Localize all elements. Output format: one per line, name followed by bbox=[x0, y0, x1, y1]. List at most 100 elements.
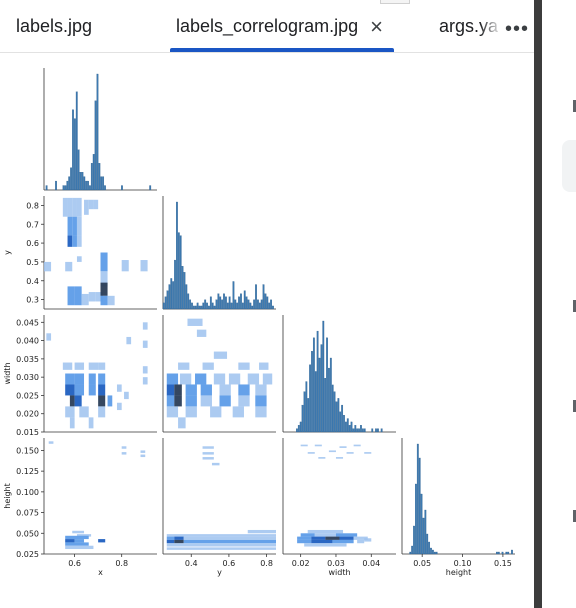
hist-bar-height bbox=[505, 551, 508, 555]
hist-bar-width bbox=[296, 428, 298, 433]
hist-bar-height bbox=[415, 483, 417, 555]
hist-bar-y bbox=[174, 259, 176, 310]
hist-bar-x bbox=[66, 180, 69, 191]
hist-bar-width bbox=[318, 357, 321, 433]
hist-bar-width bbox=[307, 398, 310, 433]
axis-label-y: y bbox=[3, 250, 12, 255]
density-cell bbox=[67, 286, 75, 306]
density-cell bbox=[72, 235, 77, 247]
hist-bar-width bbox=[337, 398, 340, 433]
hist-bar-width bbox=[322, 320, 325, 433]
density-cell bbox=[65, 261, 73, 272]
hist-bar-y bbox=[162, 302, 165, 310]
density-cell bbox=[166, 384, 175, 396]
density-cell bbox=[202, 457, 214, 460]
hist-bar-width bbox=[360, 425, 362, 433]
tab-labels-jpg[interactable]: labels.jpg bbox=[16, 0, 92, 52]
hist-bar-x bbox=[149, 185, 152, 191]
side-panel bbox=[542, 0, 576, 608]
hist-bar-height bbox=[428, 541, 431, 555]
density-cell bbox=[202, 446, 214, 449]
hist-bar-width bbox=[316, 330, 319, 433]
hist-bar-y bbox=[270, 299, 272, 310]
density-cell bbox=[65, 406, 75, 418]
density-cell bbox=[116, 402, 122, 411]
density-cell bbox=[72, 197, 77, 217]
hist-bar-x bbox=[83, 176, 86, 191]
hist-bar-height bbox=[431, 549, 434, 555]
density-cell bbox=[44, 261, 52, 272]
density-cell bbox=[200, 384, 212, 396]
density-cell bbox=[126, 336, 132, 345]
side-panel-marker bbox=[573, 510, 576, 522]
tick-label-y: 0.5 bbox=[26, 258, 39, 267]
hist-bar-height bbox=[409, 551, 412, 555]
hist-bar-height bbox=[497, 551, 500, 555]
tick-label-width: 0.040 bbox=[16, 337, 39, 346]
axis-label-x: x bbox=[98, 568, 103, 577]
side-panel-card[interactable] bbox=[562, 140, 576, 192]
hist-bar-width bbox=[377, 428, 379, 433]
hist-bar-y bbox=[168, 284, 171, 310]
density-cell bbox=[318, 457, 326, 459]
hist-bar-y bbox=[241, 302, 244, 310]
density-cell bbox=[200, 395, 212, 407]
tab-labels-correlogram-jpg[interactable]: labels_correlogram.jpg × bbox=[176, 0, 383, 52]
hist-bar-y bbox=[232, 281, 235, 310]
hist-bar-height bbox=[426, 533, 429, 555]
density-cell bbox=[328, 450, 336, 453]
hist-bar-y bbox=[202, 302, 205, 310]
window-control-stub bbox=[380, 0, 410, 4]
tab-overflow-fade bbox=[480, 0, 502, 52]
hist-bar-width bbox=[301, 404, 304, 433]
hist-bar-height bbox=[435, 551, 438, 555]
hist-bar-y bbox=[191, 302, 193, 310]
density-cell bbox=[166, 373, 179, 385]
tick-label-width: 0.03 bbox=[327, 559, 345, 568]
more-tabs-icon[interactable]: ••• bbox=[500, 14, 534, 44]
tick-label-height: 0.125 bbox=[16, 467, 39, 476]
density-cell bbox=[311, 536, 326, 540]
density-cell bbox=[98, 406, 106, 418]
density-cell bbox=[88, 384, 96, 396]
density-cell bbox=[311, 539, 333, 544]
hist-bar-y bbox=[185, 284, 188, 310]
hist-bar-y bbox=[266, 296, 269, 310]
density-cell bbox=[74, 539, 85, 543]
close-icon[interactable]: × bbox=[370, 13, 383, 39]
density-cell bbox=[142, 322, 148, 330]
density-cell bbox=[121, 446, 127, 449]
density-cell bbox=[76, 256, 82, 262]
tick-label-height: 0.100 bbox=[16, 488, 39, 497]
hist-bar-x bbox=[72, 109, 74, 191]
density-cell bbox=[100, 295, 108, 306]
hist-bar-width bbox=[333, 391, 336, 433]
hist-bar-width bbox=[350, 421, 353, 433]
side-panel-marker bbox=[573, 100, 576, 112]
hist-bar-width bbox=[335, 401, 338, 433]
tick-label-height: 0.050 bbox=[16, 529, 39, 538]
hist-bar-height bbox=[430, 547, 432, 555]
tick-label-width: 0.015 bbox=[16, 428, 39, 437]
density-cell bbox=[98, 539, 106, 543]
hist-bar-width bbox=[328, 367, 330, 433]
hist-bar-y bbox=[247, 299, 250, 310]
density-cell bbox=[48, 441, 54, 444]
hist-bar-y bbox=[192, 305, 195, 310]
density-cell bbox=[84, 199, 89, 215]
density-cell bbox=[124, 391, 129, 400]
density-cell bbox=[247, 529, 276, 534]
density-cell bbox=[262, 373, 273, 385]
density-cell bbox=[79, 406, 89, 418]
tick-label-height: 0.025 bbox=[16, 550, 39, 559]
scrollbar[interactable] bbox=[534, 0, 542, 608]
hist-bar-y bbox=[260, 299, 263, 310]
density-cell bbox=[174, 536, 184, 540]
hist-bar-height bbox=[501, 551, 504, 555]
hist-bar-x bbox=[81, 172, 84, 191]
hist-bar-y bbox=[221, 299, 224, 310]
tick-label-x: 0.8 bbox=[115, 559, 128, 568]
density-cell bbox=[100, 271, 108, 287]
density-cell bbox=[98, 373, 106, 385]
axis-label-width: width bbox=[328, 568, 350, 577]
